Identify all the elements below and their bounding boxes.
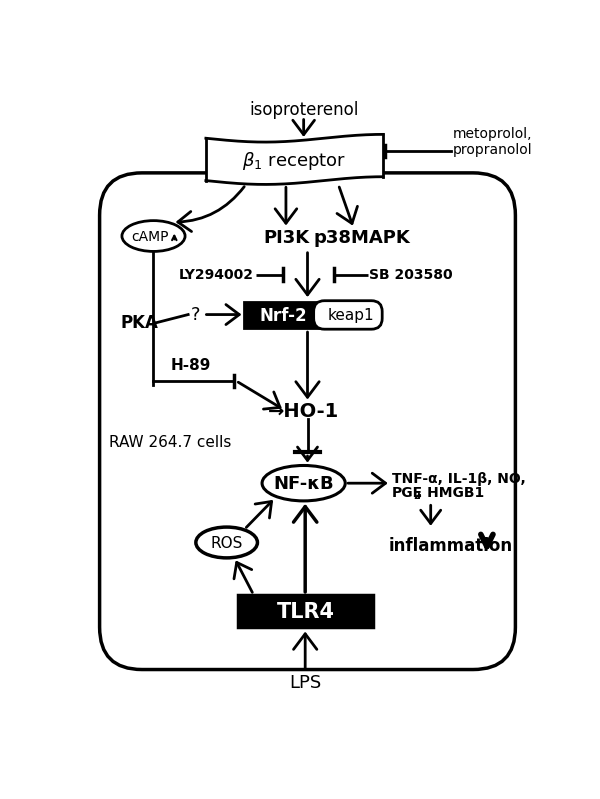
Text: keap1: keap1 bbox=[328, 308, 374, 324]
Ellipse shape bbox=[122, 221, 185, 252]
Text: RAW 264.7 cells: RAW 264.7 cells bbox=[109, 435, 231, 450]
Text: NF-κB: NF-κB bbox=[274, 475, 334, 493]
Text: cAMP: cAMP bbox=[131, 230, 169, 244]
Text: TLR4: TLR4 bbox=[277, 602, 335, 622]
Bar bbox=[238, 594, 373, 627]
Text: $\beta_1$ receptor: $\beta_1$ receptor bbox=[242, 150, 346, 172]
FancyBboxPatch shape bbox=[100, 173, 515, 670]
Text: 2: 2 bbox=[413, 491, 420, 501]
Ellipse shape bbox=[262, 466, 345, 501]
Text: Nrf-2: Nrf-2 bbox=[259, 307, 307, 324]
Text: LPS: LPS bbox=[289, 674, 322, 692]
FancyBboxPatch shape bbox=[314, 300, 382, 329]
Text: PI3K: PI3K bbox=[263, 229, 309, 248]
Text: ROS: ROS bbox=[211, 536, 243, 551]
Text: inflammation: inflammation bbox=[388, 538, 512, 555]
Text: , HMGB1: , HMGB1 bbox=[417, 487, 484, 500]
Text: TNF-α, IL-1β, NO,: TNF-α, IL-1β, NO, bbox=[392, 471, 526, 486]
Bar bbox=[206, 138, 383, 181]
Text: PGE: PGE bbox=[392, 487, 424, 500]
Text: H-89: H-89 bbox=[170, 358, 211, 373]
Text: metoprolol,
propranolol: metoprolol, propranolol bbox=[452, 127, 532, 157]
Text: LY294002: LY294002 bbox=[179, 268, 254, 281]
Text: PKA: PKA bbox=[121, 314, 158, 332]
Text: ?: ? bbox=[191, 305, 200, 324]
Text: SB 203580: SB 203580 bbox=[369, 268, 453, 281]
Ellipse shape bbox=[196, 527, 257, 558]
Text: p38MAPK: p38MAPK bbox=[313, 229, 410, 248]
Text: →HO-1: →HO-1 bbox=[268, 402, 339, 421]
Bar bbox=[244, 302, 322, 328]
Text: isoproterenol: isoproterenol bbox=[249, 101, 358, 119]
